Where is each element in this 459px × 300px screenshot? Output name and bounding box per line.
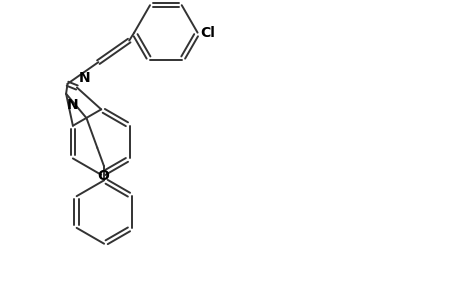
Text: N: N xyxy=(67,98,78,112)
Text: N: N xyxy=(78,70,90,85)
Text: Cl: Cl xyxy=(200,26,215,40)
Text: O: O xyxy=(97,169,109,183)
